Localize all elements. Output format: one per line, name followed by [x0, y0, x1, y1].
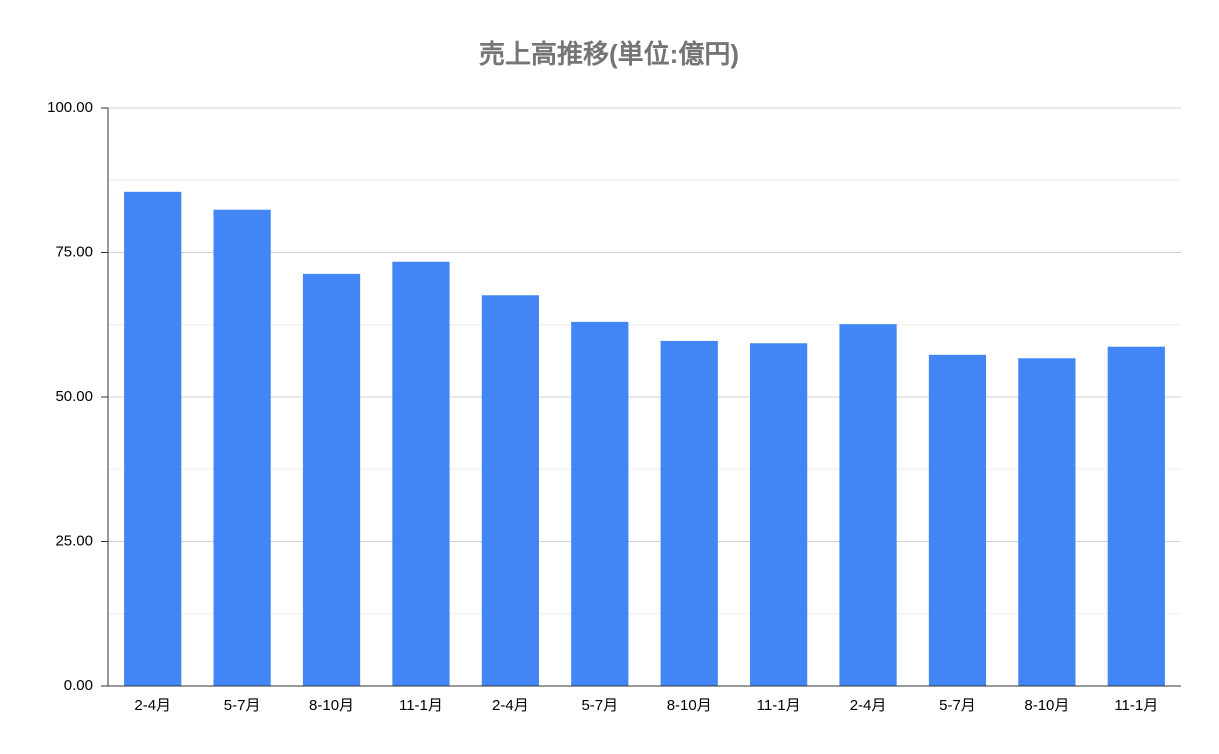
x-tick-label: 2-4月	[492, 697, 529, 714]
bar	[124, 191, 182, 686]
bar	[481, 295, 539, 686]
bar	[213, 209, 271, 686]
chart-title: 売上高推移(単位:億円)	[479, 39, 739, 69]
bar	[660, 340, 718, 686]
x-tick-label: 11-1月	[399, 697, 443, 714]
bar	[1018, 358, 1076, 686]
y-tick-label: 75.00	[55, 243, 93, 260]
bar	[750, 343, 808, 686]
bar	[571, 321, 629, 686]
bar	[392, 261, 450, 686]
y-tick-label: 50.00	[55, 388, 93, 405]
bar	[839, 324, 897, 686]
bar	[302, 273, 361, 686]
x-tick-label: 11-1月	[757, 697, 801, 714]
bar	[1107, 346, 1165, 686]
x-tick-label: 8-10月	[667, 697, 712, 714]
x-tick-label: 5-7月	[581, 697, 618, 714]
y-tick-label: 100.00	[47, 99, 93, 116]
x-tick-label: 8-10月	[309, 697, 354, 714]
x-tick-label: 5-7月	[224, 697, 261, 714]
x-tick-label: 8-10月	[1024, 697, 1069, 714]
x-tick-label: 11-1月	[1114, 697, 1158, 714]
y-tick-label: 0.00	[64, 677, 93, 694]
x-tick-label: 2-4月	[134, 697, 171, 714]
y-tick-label: 25.00	[55, 532, 93, 549]
x-tick-label: 2-4月	[850, 697, 887, 714]
bar	[928, 354, 987, 686]
x-tick-label: 5-7月	[939, 697, 976, 714]
